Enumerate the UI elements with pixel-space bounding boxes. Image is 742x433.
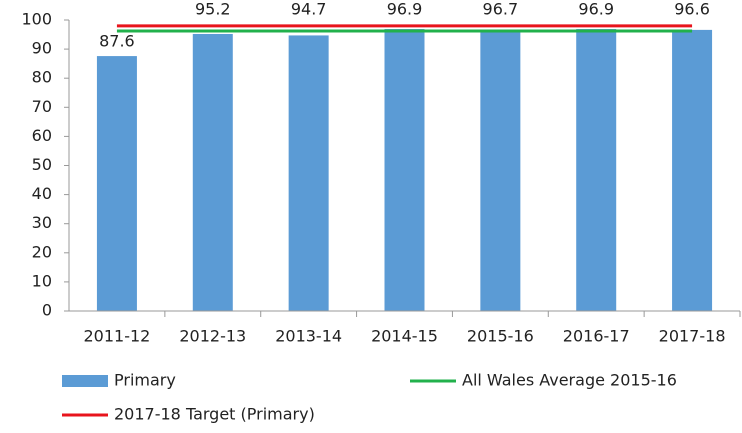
data-label: 96.6 — [674, 0, 710, 19]
bar — [96, 56, 137, 311]
legend-label: All Wales Average 2015-16 — [462, 371, 677, 390]
y-tick-label: 50 — [32, 155, 52, 174]
bar — [288, 35, 329, 311]
y-tick-label: 20 — [32, 242, 52, 261]
y-tick-label: 80 — [32, 68, 52, 87]
x-tick-label: 2013-14 — [275, 327, 342, 346]
data-label: 96.9 — [578, 0, 614, 19]
data-label: 95.2 — [195, 0, 231, 19]
y-tick-label: 60 — [32, 126, 52, 145]
bar — [480, 29, 521, 312]
bar — [192, 33, 233, 312]
legend-label: Primary — [114, 371, 176, 390]
y-tick-label: 10 — [32, 271, 52, 290]
x-tick-label: 2011-12 — [83, 327, 150, 346]
y-tick-label: 100 — [21, 10, 52, 29]
legend-label: 2017-18 Target (Primary) — [114, 405, 315, 424]
bar — [576, 29, 617, 312]
x-tick-label: 2016-17 — [563, 327, 630, 346]
bar — [672, 29, 713, 311]
data-label: 96.7 — [483, 0, 519, 19]
data-label: 87.6 — [99, 32, 135, 51]
y-tick-label: 40 — [32, 184, 52, 203]
x-tick-label: 2017-18 — [659, 327, 726, 346]
x-tick-label: 2015-16 — [467, 327, 534, 346]
y-tick-label: 90 — [32, 39, 52, 58]
data-label: 94.7 — [291, 0, 327, 19]
x-tick-label: 2014-15 — [371, 327, 438, 346]
y-tick-label: 30 — [32, 213, 52, 232]
y-tick-label: 0 — [42, 301, 52, 320]
legend-swatch — [62, 375, 108, 387]
bar — [384, 29, 425, 312]
data-label: 96.9 — [387, 0, 423, 19]
x-tick-label: 2012-13 — [179, 327, 246, 346]
y-tick-label: 70 — [32, 97, 52, 116]
